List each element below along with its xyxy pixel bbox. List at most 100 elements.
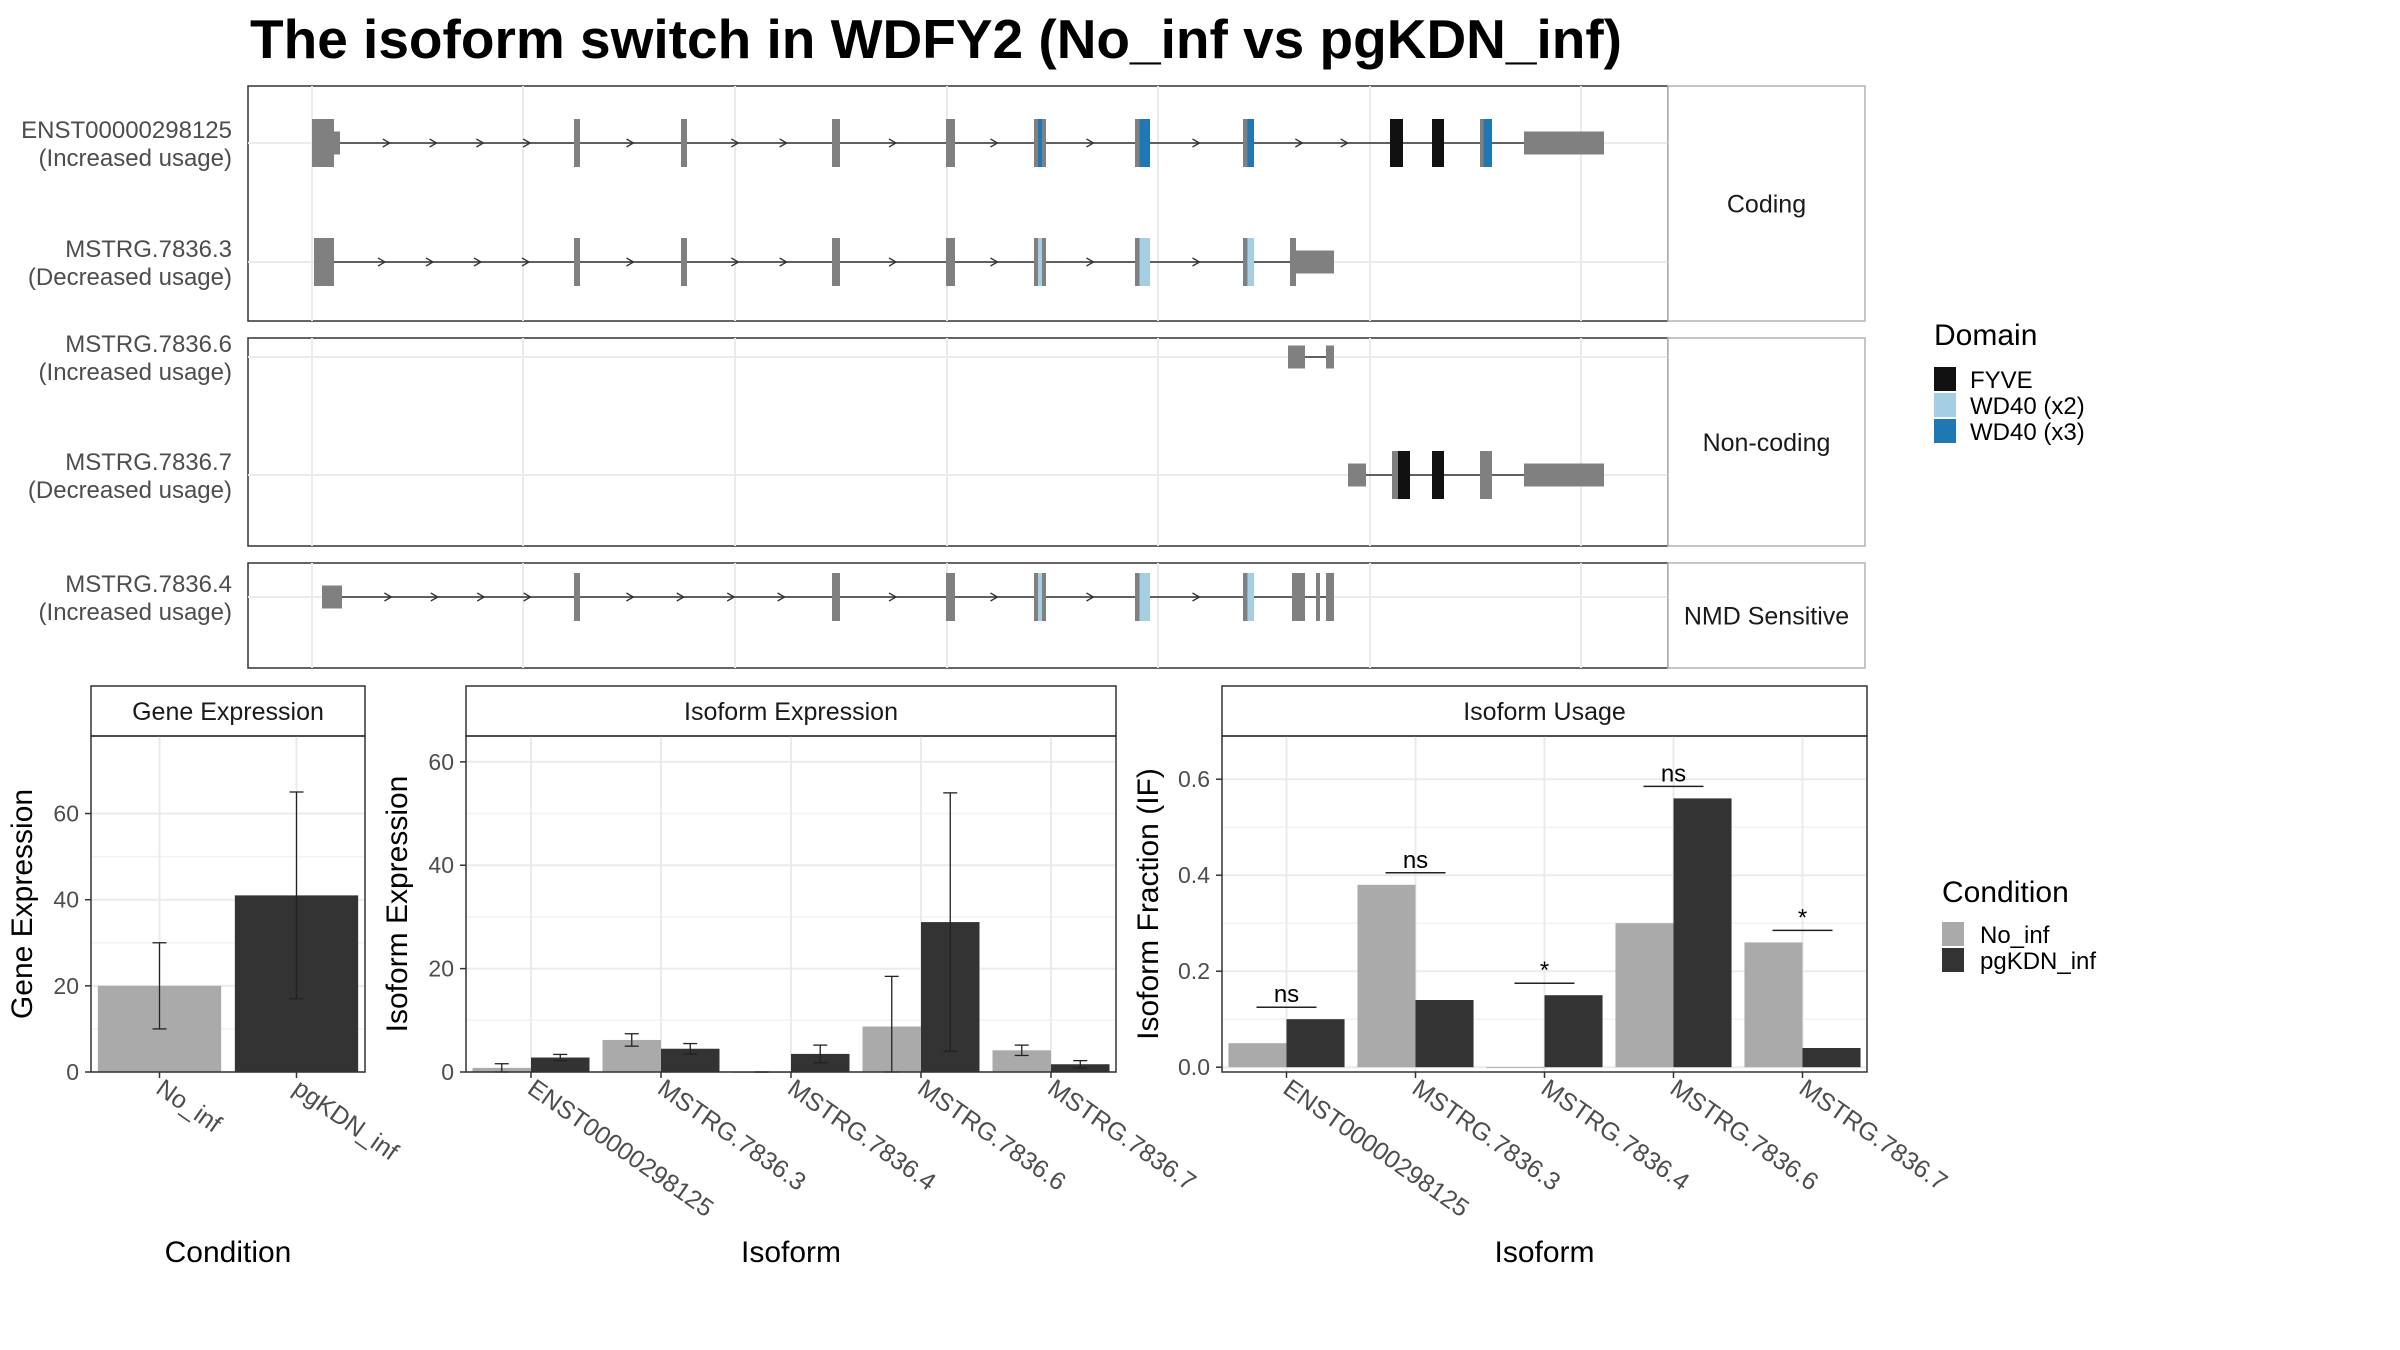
y-tick-label: 40 bbox=[428, 852, 454, 878]
isoform-usage-chart: Isoform Usagensns*ns*0.00.20.40.6ENST000… bbox=[1132, 685, 1952, 1269]
panel-strip-label: Gene Expression bbox=[132, 698, 324, 726]
cds-exon bbox=[1292, 573, 1305, 621]
intron-arrow bbox=[990, 592, 999, 602]
y-tick-label: 60 bbox=[53, 801, 79, 827]
y-tick-label: 40 bbox=[53, 887, 79, 913]
intron-arrow bbox=[1192, 138, 1201, 148]
x-tick-label: pgKDN_inf bbox=[288, 1074, 403, 1166]
gene-expression-chart: Gene Expression 0 20 40 60 No_inf pgKDN_inf Con… bbox=[6, 685, 403, 1269]
domain-legend-key bbox=[1934, 367, 1956, 391]
bar bbox=[1544, 995, 1603, 1068]
intron-arrow bbox=[626, 592, 635, 602]
intron-arrow bbox=[522, 138, 532, 148]
transcript-name-label: MSTRG.7836.7 bbox=[65, 449, 232, 476]
y-tick-label: 0 bbox=[441, 1059, 454, 1085]
y-tick-label: 20 bbox=[428, 956, 454, 982]
cds-exon bbox=[312, 119, 334, 167]
intron-arrow bbox=[779, 257, 788, 267]
cds-exon bbox=[832, 238, 840, 286]
domain-mark bbox=[1038, 573, 1042, 621]
transcript-usage-label: (Increased usage) bbox=[39, 145, 232, 172]
domain-mark bbox=[1432, 451, 1444, 499]
utr-exon bbox=[1288, 345, 1305, 369]
intron-arrow bbox=[779, 138, 788, 148]
domain-mark bbox=[1139, 238, 1150, 286]
domain-mark bbox=[1247, 119, 1254, 167]
cds-exon bbox=[1480, 451, 1492, 499]
panel-strip bbox=[465, 685, 1117, 737]
y-axis-title: Gene Expression bbox=[6, 789, 39, 1019]
cds-exon bbox=[946, 119, 955, 167]
intron-arrow bbox=[990, 138, 999, 148]
intron-arrow bbox=[1086, 138, 1095, 148]
domain-mark bbox=[1483, 119, 1492, 167]
bar bbox=[1615, 923, 1674, 1068]
intron-arrow bbox=[1340, 138, 1349, 148]
cds-exon bbox=[574, 119, 580, 167]
y-tick-label: 20 bbox=[53, 973, 79, 999]
cds-exon bbox=[314, 238, 334, 286]
transcript-name-label: ENST00000298125 bbox=[21, 117, 232, 144]
cds-exon bbox=[681, 119, 687, 167]
bar bbox=[1744, 942, 1803, 1068]
isoform-expression-chart: Isoform Expression0204060ENST00000298125… bbox=[381, 685, 1201, 1269]
panel-strip-label: Isoform Expression bbox=[684, 698, 898, 726]
domain-mark bbox=[1247, 238, 1254, 286]
intron-arrow bbox=[473, 257, 483, 267]
condition-legend-title: Condition bbox=[1942, 876, 2069, 909]
cds-exon bbox=[832, 573, 840, 621]
y-tick-label: 0.2 bbox=[1178, 958, 1210, 984]
bar bbox=[661, 1048, 720, 1072]
transcript-usage-label: (Increased usage) bbox=[39, 359, 232, 386]
intron-arrow bbox=[1086, 257, 1095, 267]
structure-facet-panel bbox=[247, 337, 1669, 547]
significance-label: * bbox=[1540, 957, 1549, 984]
y-axis-title: Isoform Fraction (IF) bbox=[1132, 768, 1165, 1040]
domain-legend-title: Domain bbox=[1934, 319, 2037, 352]
domain-mark bbox=[1390, 119, 1403, 167]
cds-exon bbox=[574, 238, 580, 286]
bar bbox=[1415, 1000, 1474, 1068]
x-axis-title: Isoform bbox=[741, 1236, 841, 1269]
x-tick-label: No_inf bbox=[151, 1074, 226, 1138]
condition-legend-label: No_inf bbox=[1980, 922, 2050, 949]
bar bbox=[1486, 1067, 1545, 1068]
utr-exon bbox=[334, 131, 340, 155]
structure-strip bbox=[1667, 562, 1866, 669]
bar bbox=[1802, 1048, 1861, 1068]
intron-arrow bbox=[429, 138, 438, 148]
utr-exon bbox=[1348, 463, 1366, 487]
cds-exon bbox=[574, 573, 580, 621]
utr-exon bbox=[1524, 463, 1604, 487]
intron-arrow bbox=[726, 592, 736, 602]
transcript-name-label: MSTRG.7836.6 bbox=[65, 331, 232, 358]
intron-arrow bbox=[476, 592, 486, 602]
intron-arrow bbox=[476, 138, 485, 148]
intron-arrow bbox=[425, 257, 435, 267]
bar bbox=[992, 1050, 1051, 1072]
y-tick-label: 60 bbox=[428, 749, 454, 775]
intron-arrow bbox=[521, 257, 531, 267]
condition-legend-label: pgKDN_inf bbox=[1980, 948, 2096, 975]
transcript-usage-label: (Decreased usage) bbox=[28, 264, 232, 291]
x-axis-title: Isoform bbox=[1494, 1236, 1594, 1269]
transcript-usage-label: (Decreased usage) bbox=[28, 477, 232, 504]
domain-legend-label: WD40 (x3) bbox=[1970, 419, 2085, 446]
cds-exon bbox=[946, 238, 955, 286]
structure-facet-panel bbox=[247, 85, 1669, 322]
condition-legend-key bbox=[1942, 948, 1964, 972]
panel-strip-label: Isoform Usage bbox=[1463, 698, 1626, 726]
intron-arrow bbox=[626, 138, 635, 148]
significance-label: ns bbox=[1403, 847, 1428, 874]
intron-arrow bbox=[377, 257, 387, 267]
utr-exon bbox=[1292, 250, 1334, 274]
utr-exon bbox=[1524, 131, 1604, 155]
bar bbox=[1228, 1043, 1287, 1068]
intron-arrow bbox=[731, 257, 740, 267]
transcript-name-label: MSTRG.7836.3 bbox=[65, 236, 232, 263]
intron-arrow bbox=[676, 592, 686, 602]
domain-mark bbox=[1432, 119, 1444, 167]
